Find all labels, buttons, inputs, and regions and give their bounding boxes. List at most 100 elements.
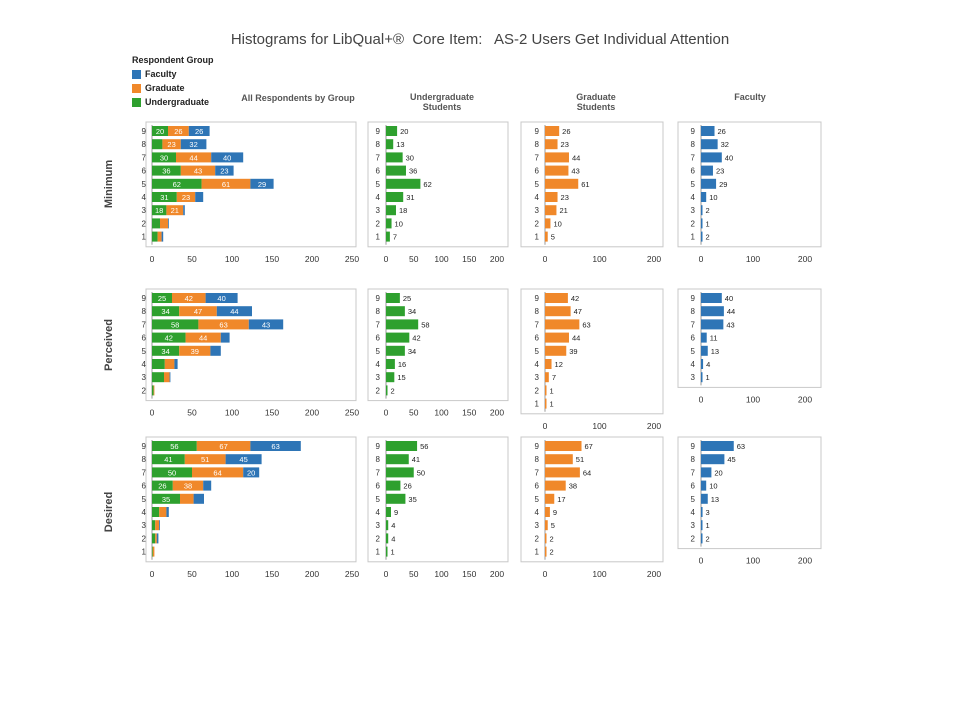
tick-label: 250 — [345, 569, 359, 579]
legend-title: Respondent Group — [132, 55, 214, 65]
category-label: 5 — [691, 495, 696, 504]
tick-label: 200 — [798, 556, 812, 566]
bar-value-label: 21 — [559, 206, 567, 215]
bar-undergraduate — [386, 192, 404, 202]
bar-value-label: 25 — [158, 294, 166, 303]
bar-value-label: 31 — [160, 193, 168, 202]
column-title-undergraduate: Undergraduate Students — [409, 92, 474, 112]
category-label: 9 — [691, 127, 696, 136]
bar-value-label: 41 — [412, 455, 420, 464]
category-label: 8 — [142, 140, 147, 149]
category-label: 8 — [691, 140, 696, 149]
bar-value-label: 26 — [718, 127, 726, 136]
category-label: 9 — [142, 442, 147, 451]
bar-graduate — [159, 507, 167, 517]
category-label: 6 — [142, 482, 147, 491]
panel-frame — [367, 121, 509, 248]
bar-faculty — [701, 139, 718, 150]
column-title-graduate: Graduate Students — [576, 92, 616, 112]
bar-faculty — [701, 345, 708, 356]
legend-item-faculty: Faculty — [132, 67, 214, 81]
tick-label: 50 — [187, 569, 197, 579]
bar-value-label: 30 — [406, 153, 414, 162]
bar-value-label: 29 — [258, 180, 266, 189]
bar-undergraduate — [386, 218, 392, 229]
tick-label: 0 — [543, 254, 548, 264]
bar-faculty — [168, 218, 169, 229]
bar-undergraduate — [386, 359, 395, 369]
bar-faculty — [174, 359, 178, 369]
category-label: 8 — [535, 140, 540, 149]
bar-undergraduate — [152, 306, 180, 317]
legend: Respondent Group Faculty Graduate Underg… — [132, 55, 214, 109]
category-label: 4 — [691, 360, 696, 369]
tick-label: 50 — [187, 254, 197, 264]
category-label: 6 — [535, 167, 540, 176]
bar-graduate — [545, 385, 547, 396]
bar-value-label: 23 — [561, 140, 569, 149]
bar-value-label: 40 — [217, 294, 225, 303]
tick-label: 150 — [462, 408, 476, 418]
category-label: 2 — [376, 534, 381, 543]
bar-value-label: 44 — [727, 307, 735, 316]
bar-value-label: 1 — [706, 219, 710, 228]
bar-undergraduate — [152, 165, 181, 176]
bar-graduate — [545, 359, 552, 369]
bar-value-label: 43 — [726, 320, 734, 329]
bar-graduate — [179, 345, 211, 356]
bar-undergraduate — [152, 454, 185, 465]
category-label: 5 — [376, 495, 381, 504]
bar-value-label: 56 — [420, 442, 428, 451]
bar-graduate — [185, 332, 221, 343]
category-label: 3 — [142, 206, 147, 215]
bar-value-label: 2 — [391, 386, 395, 395]
panel-frame — [145, 121, 357, 248]
bar-value-label: 43 — [194, 167, 202, 176]
bar-value-label: 26 — [195, 127, 203, 136]
bar-value-label: 58 — [421, 320, 429, 329]
panel-des-all: 9 56 67 63 8 41 51 45 7 50 64 20 6 26 38 5 35 4 3 2 1 0 50 100 1… — [142, 436, 359, 579]
bar-faculty — [195, 192, 204, 202]
bar-value-label: 34 — [408, 347, 416, 356]
panel-frame — [520, 436, 664, 563]
legend-label-undergraduate: Undergraduate — [145, 97, 210, 107]
tick-label: 200 — [647, 254, 661, 264]
tick-label: 50 — [409, 408, 419, 418]
bar-value-label: 30 — [160, 153, 168, 162]
bar-graduate — [545, 546, 547, 557]
bar-value-label: 44 — [189, 153, 197, 162]
bar-value-label: 20 — [400, 127, 408, 136]
legend-label-faculty: Faculty — [145, 69, 177, 79]
category-label: 8 — [535, 307, 540, 316]
bar-value-label: 2 — [706, 206, 710, 215]
bar-undergraduate — [152, 192, 177, 202]
tick-label: 200 — [647, 421, 661, 431]
column-title-faculty: Faculty — [734, 92, 766, 102]
panel-per-fac: 9 408 447 436 115 134 43 10 100 200 — [677, 288, 822, 404]
category-label: 5 — [376, 347, 381, 356]
tick-label: 150 — [265, 254, 279, 264]
bar-undergraduate — [386, 441, 418, 451]
bar-value-label: 35 — [162, 495, 170, 504]
category-label: 6 — [376, 334, 381, 343]
bar-undergraduate — [152, 385, 154, 396]
bar-undergraduate — [152, 359, 165, 369]
bar-graduate — [545, 218, 551, 229]
tick-label: 100 — [434, 569, 448, 579]
bar-value-label: 21 — [171, 206, 179, 215]
tick-label: 50 — [409, 254, 419, 264]
panel-des-fac: 9 638 457 206 105 134 33 12 20 100 200 — [677, 436, 822, 566]
category-label: 3 — [376, 521, 381, 530]
category-label: 2 — [535, 219, 540, 228]
bar-graduate — [545, 467, 580, 478]
panel-min-fac: 9 268 327 406 235 294 103 22 11 20 100 200 — [677, 121, 822, 264]
bar-faculty — [701, 205, 703, 216]
bar-faculty — [701, 359, 704, 369]
bar-faculty — [243, 467, 260, 478]
category-label: 4 — [142, 360, 147, 369]
tick-label: 200 — [798, 254, 812, 264]
bar-undergraduate — [386, 385, 388, 396]
bar-graduate — [545, 480, 566, 491]
bar-value-label: 2 — [550, 548, 554, 557]
bar-value-label: 26 — [403, 482, 411, 491]
